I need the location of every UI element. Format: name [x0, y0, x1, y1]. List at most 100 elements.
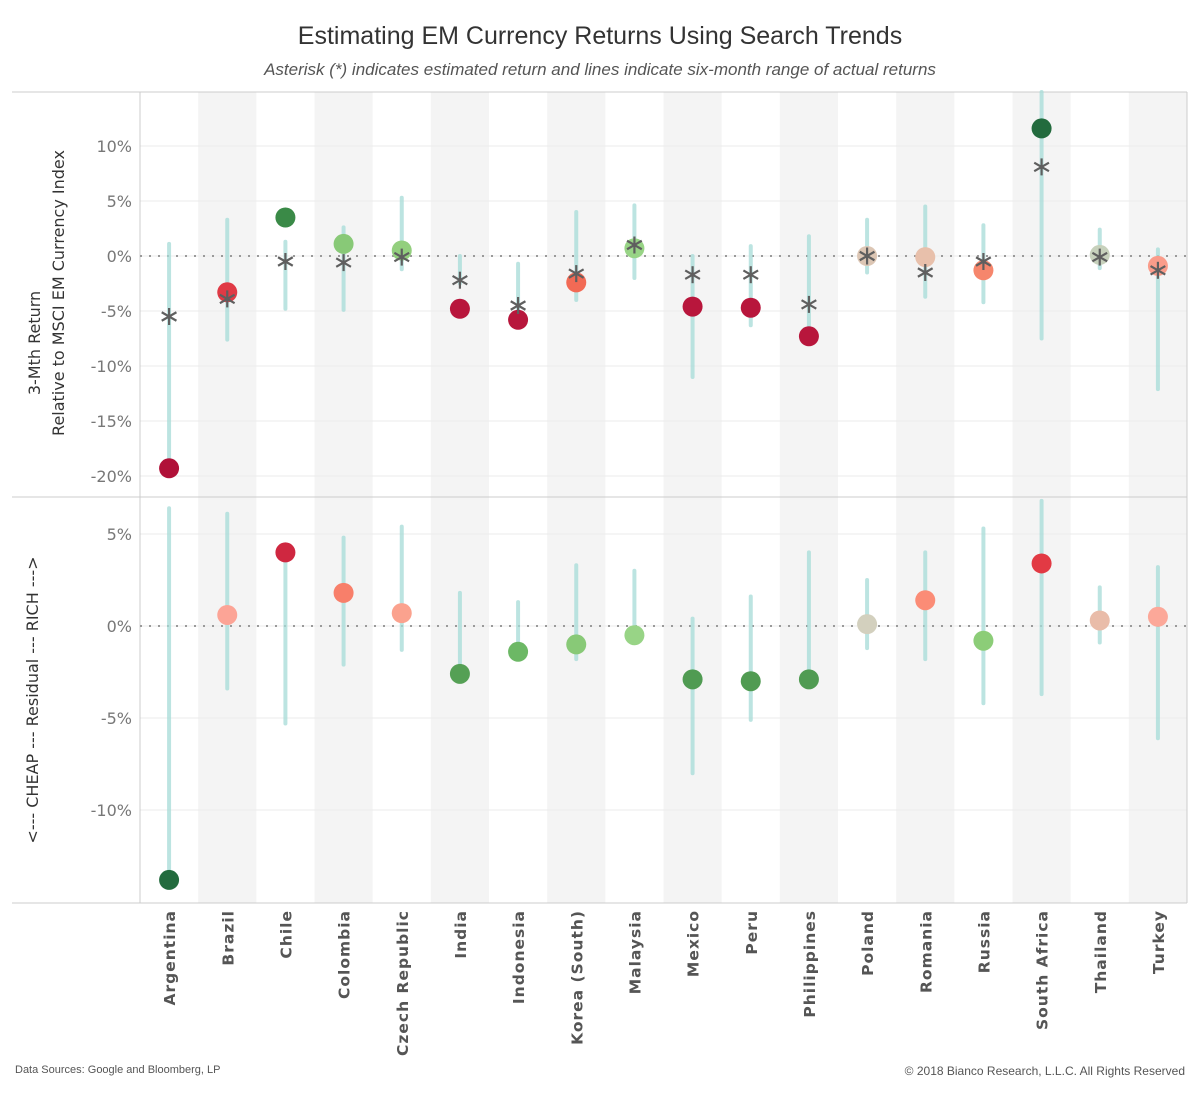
- y-tick-label-bottom: 0%: [107, 617, 132, 636]
- chart-canvas: 10% 5% 0% -5% -10% -15% -20% 5% 0% -5% -10% Argent…: [12, 90, 1188, 1056]
- residual-point: [275, 542, 296, 563]
- residual-point: [1031, 553, 1052, 574]
- y-axis-title-top-line2: Relative to MSCI EM Currency Index: [49, 150, 68, 436]
- estimate-asterisk: [626, 236, 643, 254]
- residual-point: [1147, 606, 1168, 627]
- estimate-asterisk: [335, 254, 352, 272]
- x-category-label: Russia: [975, 910, 993, 973]
- actual-return-point: [1031, 118, 1052, 139]
- estimate-asterisk: [917, 264, 934, 281]
- asterisk-stroke: [859, 250, 875, 262]
- residual-point: [740, 671, 761, 692]
- x-category-label: Indonesia: [510, 910, 528, 1004]
- y-tick-labels: 10% 5% 0% -5% -10% -15% -20% 5% 0% -5% -10%: [91, 137, 132, 820]
- x-category-label: Mexico: [685, 910, 703, 977]
- actual-return-point: [682, 296, 703, 317]
- grid-lines: [140, 145, 1187, 811]
- residual-point: [566, 634, 587, 655]
- x-category-label: India: [452, 910, 470, 959]
- residual-point: [1089, 610, 1110, 631]
- actual-return-point: [798, 326, 819, 347]
- asterisk-stroke: [1091, 251, 1108, 263]
- asterisk-stroke: [975, 256, 992, 267]
- x-category-label: Brazil: [219, 910, 237, 966]
- y-tick-label-bottom: -10%: [91, 801, 132, 820]
- x-category-labels: Argentina Brazil Chile Colombia Czech Republ…: [161, 910, 1168, 1056]
- asterisk-stroke: [161, 311, 177, 322]
- residual-point: [973, 630, 994, 651]
- y-axis-title-top-line1: 3-Mth Return: [25, 291, 44, 395]
- copyright-note: © 2018 Bianco Research, L.L.C. All Right…: [904, 1064, 1185, 1078]
- actual-return-point: [508, 309, 529, 330]
- residual-point: [624, 625, 645, 646]
- estimate-asterisk: [975, 253, 992, 270]
- y-tick-label-top: -20%: [91, 467, 132, 486]
- residual-point: [915, 590, 936, 611]
- asterisk-stroke: [568, 268, 585, 279]
- actual-return-point: [449, 298, 470, 319]
- estimate-asterisk: [452, 271, 468, 289]
- asterisk-stroke: [335, 257, 352, 268]
- x-category-label: Turkey: [1150, 910, 1168, 974]
- x-category-label: Poland: [859, 910, 877, 976]
- asterisk-stroke: [742, 269, 759, 280]
- residual-point: [798, 669, 819, 690]
- x-category-label: Malaysia: [626, 910, 644, 994]
- zero-lines: [140, 255, 1187, 627]
- estimate-asterisk: [1033, 158, 1050, 176]
- estimate-asterisk: [161, 308, 177, 325]
- asterisk-stroke: [684, 269, 701, 280]
- estimate-asterisk: [568, 265, 585, 283]
- actual-return-point: [915, 247, 936, 268]
- chart-frame: [12, 91, 1188, 904]
- x-category-label: Philippines: [801, 910, 819, 1018]
- estimate-asterisk: [510, 297, 526, 314]
- x-category-label: Peru: [743, 910, 761, 955]
- estimate-asterisk: [393, 248, 410, 266]
- y-tick-label-top: 10%: [96, 137, 132, 156]
- estimate-asterisk: [684, 266, 701, 284]
- asterisk-stroke: [1150, 265, 1166, 276]
- x-category-label: Korea (South): [568, 910, 586, 1045]
- y-tick-label-bottom: -5%: [101, 709, 132, 728]
- asterisk-stroke: [219, 293, 236, 305]
- estimate-asterisks: [161, 158, 1166, 325]
- actual-return-point: [740, 297, 761, 318]
- chart-subtitle: Asterisk (*) indicates estimated return …: [264, 60, 936, 79]
- asterisk-stroke: [626, 239, 643, 251]
- estimate-asterisk: [742, 266, 759, 284]
- asterisk-stroke: [510, 300, 526, 311]
- residual-point: [159, 869, 180, 890]
- data-source-note: Data Sources: Google and Bloomberg, LP: [15, 1064, 221, 1076]
- estimate-asterisk: [859, 247, 875, 265]
- estimate-asterisk: [1091, 248, 1108, 266]
- x-category-label: Chile: [277, 910, 295, 959]
- asterisk-stroke: [452, 274, 468, 286]
- y-tick-label-bottom: 5%: [107, 525, 132, 544]
- actual-return-point: [275, 207, 296, 228]
- asterisk-stroke: [917, 267, 934, 278]
- y-tick-label-top: -15%: [91, 412, 132, 431]
- estimate-asterisk: [277, 253, 294, 270]
- x-category-label: Romania: [917, 910, 935, 993]
- chart-title: Estimating EM Currency Returns Using Sea…: [297, 22, 903, 50]
- y-tick-label-top: -5%: [101, 302, 132, 321]
- x-category-label: Thailand: [1092, 910, 1110, 993]
- residual-point: [333, 582, 354, 603]
- asterisk-stroke: [1033, 161, 1050, 173]
- asterisk-stroke: [801, 299, 817, 310]
- estimate-asterisk: [801, 295, 817, 313]
- actual-return-point: [333, 233, 354, 254]
- asterisk-stroke: [277, 256, 294, 267]
- y-axis-titles: 3-Mth Return Relative to MSCI EM Currenc…: [23, 150, 68, 844]
- x-category-label: Argentina: [161, 910, 179, 1006]
- estimate-asterisk: [1150, 261, 1166, 279]
- residual-point: [508, 641, 529, 662]
- x-category-label: South Africa: [1034, 910, 1052, 1030]
- y-tick-label-top: 5%: [107, 192, 132, 211]
- residual-point: [391, 603, 412, 624]
- y-tick-label-top: 0%: [107, 247, 132, 266]
- actual-return-point: [159, 458, 180, 479]
- x-category-label: Colombia: [336, 910, 354, 999]
- asterisk-stroke: [393, 251, 410, 263]
